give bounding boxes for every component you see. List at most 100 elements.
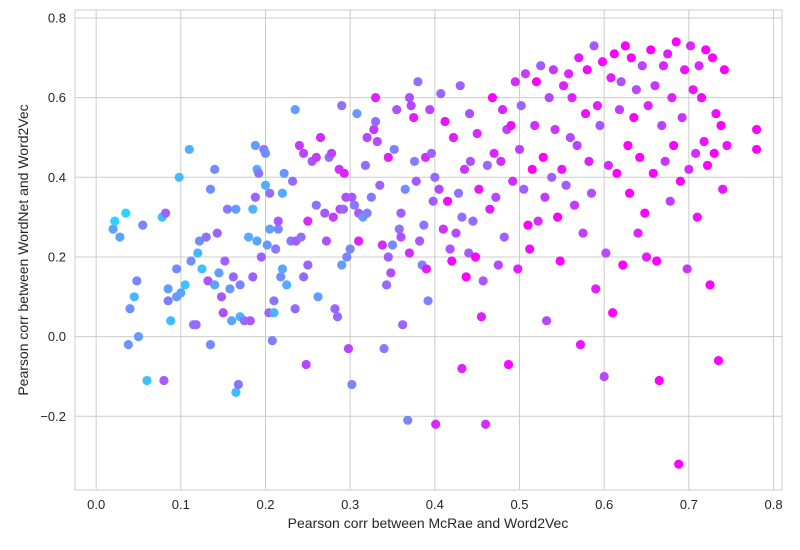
data-point [609, 49, 619, 59]
y-tick-label: 0.8 [48, 10, 66, 25]
data-point [464, 108, 475, 119]
data-point [589, 41, 599, 51]
data-point [631, 85, 641, 95]
data-point [702, 160, 713, 170]
data-point [574, 53, 584, 63]
data-point [419, 220, 429, 230]
data-point [210, 280, 220, 290]
data-point [320, 208, 330, 218]
data-point [565, 132, 575, 143]
data-point [699, 136, 709, 147]
data-point [276, 272, 286, 282]
axes-border [74, 9, 783, 491]
data-point [440, 116, 450, 127]
data-point [138, 220, 148, 230]
data-point [584, 156, 594, 166]
data-point [561, 180, 571, 190]
data-point [497, 104, 508, 115]
data-point [640, 208, 650, 218]
data-point [423, 296, 433, 306]
data-point [671, 37, 681, 47]
data-point [311, 200, 321, 210]
data-point [337, 260, 347, 270]
data-point [201, 232, 211, 242]
data-point [667, 93, 677, 103]
data-point [592, 101, 603, 111]
data-point [555, 256, 565, 266]
data-point [586, 188, 597, 198]
data-point [601, 248, 611, 258]
data-point [370, 116, 381, 127]
data-point [383, 252, 393, 262]
x-tick-label: 0.7 [680, 497, 698, 512]
data-point [751, 144, 762, 155]
data-point [315, 132, 326, 143]
data-point [366, 192, 376, 202]
data-point [265, 224, 275, 234]
data-point [180, 280, 190, 290]
data-point [603, 160, 614, 170]
data-point [227, 316, 237, 326]
data-point [372, 136, 382, 147]
data-point [409, 156, 420, 166]
data-point [303, 260, 313, 270]
data-point [637, 61, 647, 71]
data-point [193, 248, 203, 258]
data-point [491, 192, 501, 202]
data-point [595, 120, 605, 131]
data-point [523, 220, 533, 230]
data-point [496, 156, 506, 166]
data-point [453, 188, 464, 198]
data-point [428, 196, 438, 206]
data-point [176, 288, 186, 298]
data-point [406, 101, 416, 111]
x-tick-label: 0.2 [256, 497, 274, 512]
data-point [321, 236, 332, 246]
x-tick-label: 0.8 [764, 497, 782, 512]
data-point [694, 61, 704, 71]
data-point [520, 69, 531, 79]
data-point [370, 93, 381, 103]
data-point [186, 256, 196, 266]
data-point [220, 256, 230, 266]
data-point [472, 128, 482, 139]
x-tick-label: 0.6 [595, 497, 613, 512]
data-point [591, 284, 601, 294]
data-point [464, 248, 474, 258]
data-point [701, 45, 711, 55]
data-point [470, 252, 481, 262]
data-point [713, 355, 724, 366]
data-point [279, 168, 289, 178]
data-point [129, 292, 139, 302]
y-tick-label: 0.0 [48, 329, 66, 344]
data-point [362, 132, 372, 143]
data-point [194, 236, 205, 246]
data-point [682, 264, 692, 274]
data-point [343, 343, 354, 354]
data-point [296, 232, 306, 242]
data-point [413, 77, 423, 87]
data-point [635, 152, 645, 162]
data-point [411, 176, 421, 186]
data-point [629, 112, 639, 123]
data-point [265, 188, 275, 198]
data-point [330, 304, 340, 314]
data-point [205, 184, 216, 194]
data-point [533, 216, 543, 226]
data-point [214, 268, 224, 278]
data-point [448, 132, 459, 143]
data-point [451, 228, 461, 238]
data-point [233, 379, 244, 390]
y-tick-label: −0.2 [40, 409, 66, 424]
y-tick-label: 0.4 [48, 170, 66, 185]
data-point [218, 308, 228, 318]
data-point [633, 228, 643, 238]
data-point [582, 65, 592, 75]
data-point [540, 192, 550, 202]
data-point [142, 375, 152, 386]
data-point [719, 65, 730, 75]
data-point [121, 208, 131, 218]
data-point [377, 240, 387, 250]
data-point [459, 164, 470, 174]
